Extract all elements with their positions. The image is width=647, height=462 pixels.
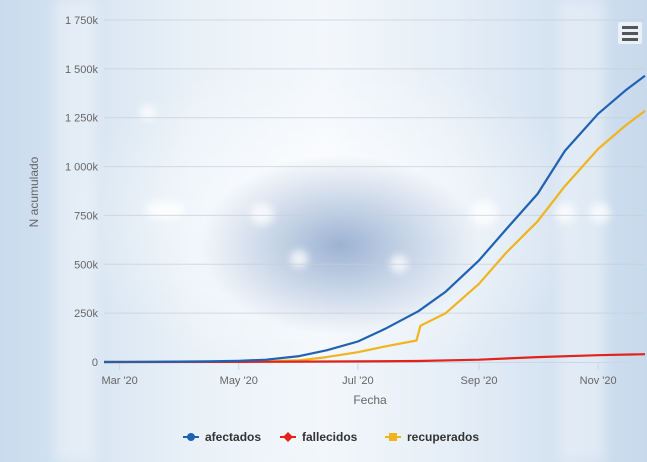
y-tick-label: 1 500k bbox=[65, 64, 99, 76]
hamburger-icon-bar bbox=[622, 38, 638, 41]
legend-label-fallecidos: fallecidos bbox=[302, 430, 358, 444]
hamburger-icon-bar bbox=[622, 26, 638, 29]
legend-label-recuperados: recuperados bbox=[407, 430, 479, 444]
background-light bbox=[250, 203, 274, 225]
x-tick-label: Mar '20 bbox=[101, 375, 137, 387]
y-tick-label: 1 250k bbox=[65, 113, 99, 125]
y-tick-label: 500k bbox=[74, 259, 98, 271]
y-tick-label: 1 750k bbox=[65, 15, 99, 27]
y-axis-title: N acumulado bbox=[27, 156, 41, 227]
background-pillar bbox=[560, 0, 605, 462]
y-tick-label: 750k bbox=[74, 210, 98, 222]
legend-marker-fallecidos bbox=[283, 432, 293, 442]
y-tick-label: 1 000k bbox=[65, 162, 99, 174]
background-pillar bbox=[55, 0, 95, 462]
background-light bbox=[470, 200, 498, 226]
legend: afectados fallecidos recuperados bbox=[183, 430, 479, 444]
background-light bbox=[140, 105, 156, 121]
y-axis-labels: 0 250k 500k 750k 1 000k 1 250k 1 500k 1 750k bbox=[65, 15, 99, 369]
hamburger-icon-bar bbox=[622, 32, 638, 35]
series-lines bbox=[103, 74, 646, 364]
chart-menu-button[interactable] bbox=[618, 22, 642, 44]
legend-marker-afectados bbox=[187, 433, 195, 441]
x-tick-label: Jul '20 bbox=[342, 375, 373, 387]
background-light bbox=[590, 203, 610, 223]
x-tick-label: Nov '20 bbox=[580, 375, 617, 387]
series-line-afectados bbox=[103, 74, 646, 364]
x-axis: Mar '20 May '20 Jul '20 Sep '20 Nov '20 bbox=[101, 362, 645, 387]
x-tick-label: May '20 bbox=[220, 375, 258, 387]
y-tick-label: 250k bbox=[74, 308, 98, 320]
series-line-fallecidos bbox=[103, 353, 646, 364]
background-light bbox=[290, 250, 308, 268]
background-light bbox=[555, 203, 575, 223]
legend-marker-recuperados bbox=[389, 433, 397, 441]
x-axis-title: Fecha bbox=[353, 393, 387, 407]
x-tick-label: Sep '20 bbox=[461, 375, 498, 387]
y-tick-label: 0 bbox=[92, 357, 98, 369]
legend-label-afectados: afectados bbox=[205, 430, 261, 444]
series-line-recuperados bbox=[103, 110, 646, 364]
gridlines bbox=[104, 19, 645, 314]
